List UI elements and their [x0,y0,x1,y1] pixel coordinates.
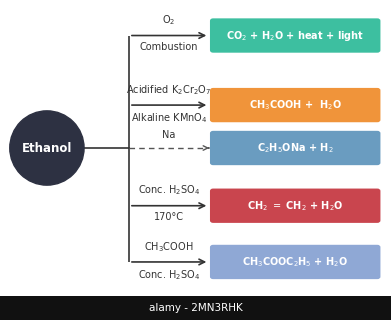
Text: Conc. H$_2$SO$_4$: Conc. H$_2$SO$_4$ [138,184,200,197]
FancyBboxPatch shape [210,245,380,279]
FancyBboxPatch shape [210,88,380,122]
Text: CO$_2$ + H$_2$O + heat + light: CO$_2$ + H$_2$O + heat + light [226,28,364,43]
Text: CH$_3$COOH +  H$_2$O: CH$_3$COOH + H$_2$O [249,98,342,112]
Text: Combustion: Combustion [140,42,198,52]
Text: Acidified K$_2$Cr$_2$O$_7$: Acidified K$_2$Cr$_2$O$_7$ [126,83,212,97]
Ellipse shape [10,111,84,185]
Text: CH$_3$COOC$_2$H$_5$ + H$_2$O: CH$_3$COOC$_2$H$_5$ + H$_2$O [242,255,348,269]
Text: Conc. H$_2$SO$_4$: Conc. H$_2$SO$_4$ [138,268,200,282]
Text: alamy - 2MN3RHK: alamy - 2MN3RHK [149,303,242,313]
Text: 170°C: 170°C [154,212,184,222]
FancyBboxPatch shape [210,188,380,223]
Text: Alkaline KMnO$_4$: Alkaline KMnO$_4$ [131,112,207,125]
Text: Na: Na [162,130,176,140]
Text: Ethanol: Ethanol [22,141,72,155]
FancyBboxPatch shape [210,131,380,165]
Text: O$_2$: O$_2$ [162,13,176,27]
Text: CH$_3$COOH: CH$_3$COOH [144,240,194,254]
Text: C$_2$H$_5$ONa + H$_2$: C$_2$H$_5$ONa + H$_2$ [257,141,334,155]
FancyBboxPatch shape [210,18,380,53]
FancyBboxPatch shape [0,296,391,320]
Text: CH$_2$ $=$ CH$_2$ + H$_2$O: CH$_2$ $=$ CH$_2$ + H$_2$O [247,199,343,212]
